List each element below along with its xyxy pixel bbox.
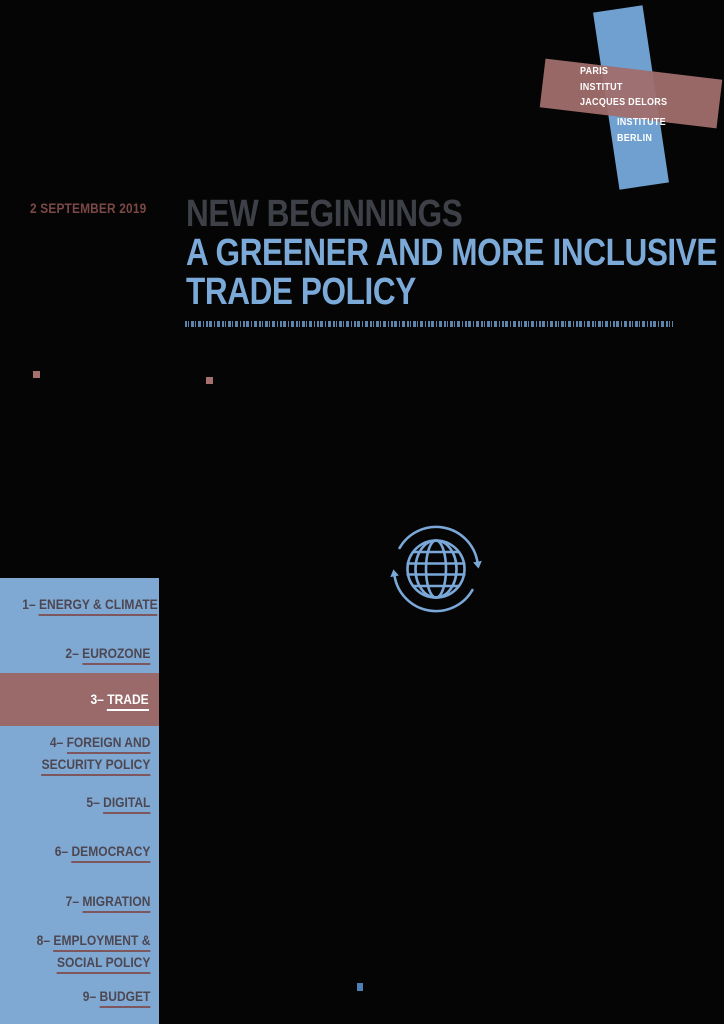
sidebar-item-eurozone[interactable]: 2– EUROZONE: [22, 643, 159, 665]
sidebar-item-number: 8–: [36, 932, 54, 948]
sidebar-item-employment-social[interactable]: 8– EMPLOYMENT & SOCIAL POLICY: [22, 930, 159, 974]
sidebar-item-label: FOREIGN AND: [66, 734, 151, 754]
sidebar-item-label: EMPLOYMENT &: [53, 932, 151, 952]
logo-line-paris: PARIS: [580, 66, 609, 77]
sidebar-item-number: 6–: [54, 843, 72, 859]
sidebar-item-label: SOCIAL POLICY: [56, 954, 151, 974]
title-main-line2: TRADE POLICY: [186, 271, 416, 313]
sidebar-item-number: 3–: [90, 690, 108, 707]
sidebar-item-number: 5–: [86, 794, 104, 810]
sidebar-item-democracy[interactable]: 6– DEMOCRACY: [22, 841, 159, 863]
sidebar-item-number: 1–: [22, 596, 40, 612]
section-nav-sidebar: 1– ENERGY & CLIMATE 2– EUROZONE 3– TRADE 4–…: [0, 578, 159, 1024]
bullet-square-1: [33, 371, 40, 378]
logo-paris-wordmark: PARIS INSTITUT JACQUES DELORS: [580, 64, 667, 111]
globe-with-rotation-arrows-icon: [390, 525, 482, 613]
title-main-line1: A GREENER AND MORE INCLUSIVE: [186, 232, 718, 274]
sidebar-item-number: 7–: [65, 893, 83, 909]
sidebar-item-number: 4–: [49, 734, 67, 750]
logo-line-berlin: BERLIN: [617, 132, 653, 144]
publication-date: 2 SEPTEMBER 2019: [30, 201, 147, 216]
sidebar-item-label: DEMOCRACY: [71, 843, 151, 863]
sidebar-item-foreign-security[interactable]: 4– FOREIGN AND SECURITY POLICY: [22, 732, 159, 776]
logo-line-jacques-delors: JACQUES DELORS: [580, 97, 668, 108]
sidebar-item-number: 2–: [65, 645, 83, 661]
sidebar-item-label: DIGITAL: [103, 794, 151, 814]
sidebar-item-migration[interactable]: 7– MIGRATION: [22, 891, 159, 913]
logo-line-institute: INSTITUTE: [617, 117, 666, 128]
bullet-square-2: [206, 377, 213, 384]
page-title: NEW BEGINNINGS A GREENER AND MORE INCLUS…: [186, 195, 717, 312]
sidebar-item-label: EUROZONE: [82, 645, 151, 665]
sidebar-item-trade[interactable]: 3– TRADE: [0, 673, 159, 726]
barcode-divider: [185, 321, 673, 327]
sidebar-item-label: SECURITY POLICY: [41, 756, 151, 776]
institut-jacques-delors-logo: PARIS INSTITUT JACQUES DELORS INSTITUTE …: [0, 0, 724, 210]
sidebar-item-budget[interactable]: 9– BUDGET: [22, 986, 159, 1008]
sidebar-item-number: 9–: [82, 988, 100, 1004]
logo-line-institut: INSTITUT: [580, 81, 623, 93]
mini-blue-square: [357, 983, 363, 991]
sidebar-item-label: TRADE: [107, 691, 149, 711]
logo-berlin-wordmark: INSTITUTE BERLIN: [617, 115, 666, 146]
sidebar-item-label: BUDGET: [99, 988, 151, 1008]
sidebar-item-label: MIGRATION: [82, 893, 151, 913]
sidebar-item-digital[interactable]: 5– DIGITAL: [22, 792, 159, 814]
title-series: NEW BEGINNINGS: [186, 193, 463, 235]
sidebar-item-label: ENERGY & CLIMATE: [39, 596, 158, 616]
sidebar-item-energy-climate[interactable]: 1– ENERGY & CLIMATE: [22, 594, 159, 616]
